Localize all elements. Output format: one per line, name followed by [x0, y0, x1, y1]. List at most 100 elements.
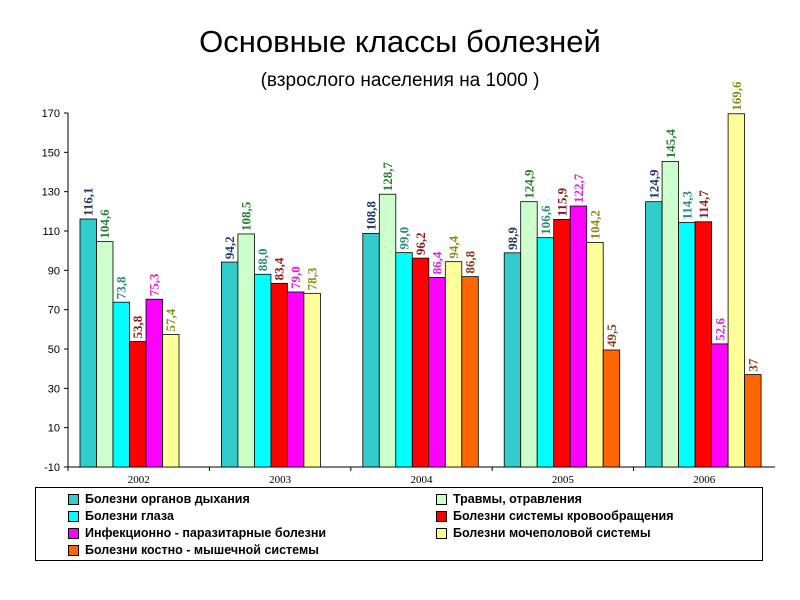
- bar: [270, 282, 288, 468]
- bar: [661, 160, 679, 468]
- data-label: 86,4: [430, 251, 445, 274]
- data-label: 94,4: [446, 235, 461, 258]
- legend-swatch: [436, 493, 447, 505]
- y-tick-label: 70: [48, 305, 60, 317]
- data-label: 104,2: [587, 210, 602, 239]
- y-tick-label: 90: [48, 265, 60, 277]
- data-label: 128,7: [380, 161, 395, 191]
- legend-swatch: [68, 493, 79, 505]
- bar: [79, 218, 97, 468]
- data-label: 49,5: [604, 324, 619, 347]
- data-label: 83,4: [272, 257, 287, 280]
- bar: [362, 232, 380, 468]
- data-label: 37: [745, 358, 760, 372]
- data-label: 94,2: [222, 236, 237, 259]
- legend-label: Болезни костно - мышечной системы: [85, 543, 319, 557]
- bar: [428, 277, 446, 468]
- bar: [303, 292, 321, 468]
- data-label: 115,9: [554, 187, 569, 216]
- legend-item: Травмы, отравления: [436, 492, 582, 506]
- y-tick-label: 130: [42, 187, 60, 199]
- data-label: 145,4: [663, 129, 678, 159]
- bar: [411, 257, 430, 468]
- data-label: 108,8: [364, 201, 379, 231]
- bar: [461, 276, 479, 468]
- data-label: 122,7: [571, 173, 586, 203]
- legend-swatch: [436, 510, 447, 522]
- bar: [711, 343, 729, 468]
- bar: [503, 252, 522, 468]
- data-label: 86,8: [463, 250, 478, 273]
- bar: [96, 241, 114, 468]
- bar: [112, 301, 130, 468]
- bar: [286, 291, 305, 468]
- y-tick-label: 50: [48, 344, 60, 356]
- y-tick-label: 170: [42, 108, 60, 120]
- data-label: 116,1: [81, 187, 96, 216]
- data-label: 124,9: [646, 169, 661, 199]
- bar: [744, 374, 762, 468]
- data-label: 169,6: [729, 81, 744, 111]
- legend-label: Болезни глаза: [85, 509, 174, 523]
- bar: [553, 218, 571, 468]
- data-label: 104,6: [97, 209, 112, 239]
- bar: [727, 113, 745, 468]
- data-label: 98,9: [505, 227, 520, 250]
- legend: Болезни органов дыхания Травмы, отравлени…: [35, 487, 763, 561]
- chart-title: Основные классы болезней: [199, 24, 601, 59]
- data-label: 108,5: [239, 201, 254, 231]
- data-label: 88,0: [255, 249, 270, 272]
- bar: [145, 298, 163, 468]
- x-tick-label: 2006: [693, 474, 716, 486]
- data-label: 78,3: [305, 267, 320, 290]
- legend-label: Болезни мочеполовой системы: [453, 526, 651, 540]
- legend-label: Травмы, отравления: [453, 492, 582, 506]
- bar: [162, 334, 180, 468]
- legend-item: Болезни мочеполовой системы: [436, 526, 651, 540]
- legend-swatch: [68, 510, 79, 522]
- legend-item: Инфекционно - паразитарные болезни: [68, 526, 326, 540]
- bar: [569, 205, 588, 468]
- legend-label: Инфекционно - паразитарные болезни: [85, 526, 327, 540]
- data-label: 114,3: [679, 191, 694, 220]
- x-tick-label: 2002: [128, 474, 150, 486]
- y-tick-label: 10: [48, 423, 60, 435]
- legend-label: Болезни системы кровообращения: [453, 509, 674, 523]
- data-label: 114,7: [696, 190, 711, 219]
- bar: [645, 201, 663, 468]
- legend-swatch: [68, 544, 79, 556]
- chart-subtitle: (взрослого населения на 1000 ): [260, 70, 540, 91]
- x-tick-label: 2005: [552, 474, 575, 486]
- y-tick-label: 30: [48, 383, 60, 395]
- bar: [378, 193, 397, 468]
- bar: [129, 341, 147, 468]
- x-tick-label: 2003: [269, 474, 292, 486]
- data-label: 53,8: [130, 315, 145, 338]
- y-tick-label: -10: [44, 462, 60, 474]
- bar: [678, 222, 696, 468]
- bar: [220, 261, 239, 468]
- data-label: 73,8: [114, 276, 129, 299]
- legend-label: Болезни органов дыхания: [85, 492, 250, 506]
- data-label: 124,9: [521, 169, 536, 199]
- bar: [586, 242, 604, 468]
- data-label: 52,6: [712, 318, 727, 341]
- legend-item: Болезни системы кровообращения: [436, 509, 674, 523]
- data-label: 75,3: [147, 273, 162, 296]
- bar: [395, 252, 413, 468]
- legend-item: Болезни глаза: [68, 509, 174, 523]
- legend-swatch: [436, 527, 447, 539]
- legend-item: Болезни органов дыхания: [68, 492, 250, 506]
- bar: [444, 261, 463, 468]
- data-label: 57,4: [163, 308, 178, 331]
- bar: [253, 273, 272, 468]
- y-tick-label: 150: [42, 147, 60, 159]
- data-label: 79,0: [288, 266, 303, 289]
- legend-item: Болезни костно - мышечной системы: [68, 543, 319, 557]
- y-tick-label: 110: [42, 226, 60, 238]
- bar: [237, 233, 255, 468]
- bar: [520, 201, 538, 468]
- data-label: 99,0: [397, 227, 412, 250]
- data-label: 106,6: [538, 205, 553, 235]
